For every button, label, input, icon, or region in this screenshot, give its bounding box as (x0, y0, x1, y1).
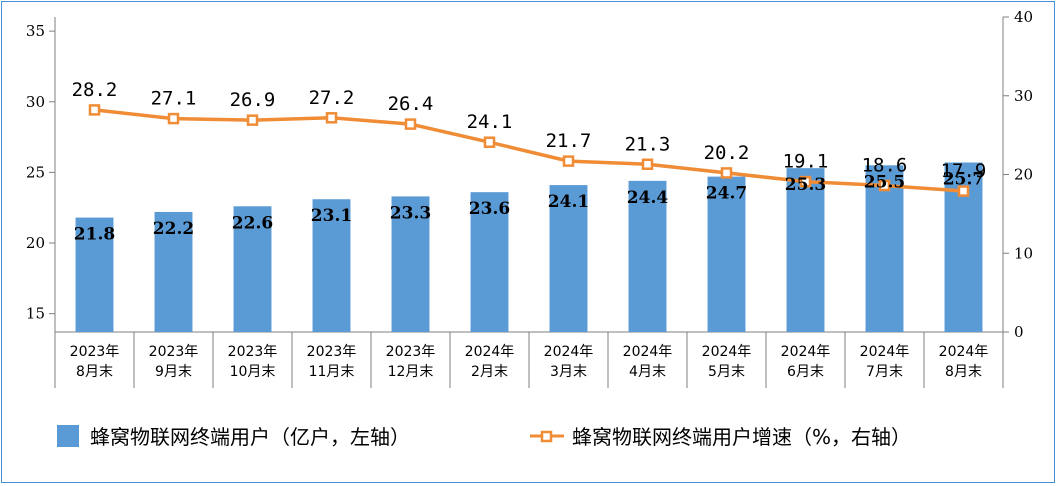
line-value-label: 17.9 (941, 160, 987, 182)
x-tick-label-year: 2023年 (228, 344, 278, 360)
line-point (483, 136, 496, 148)
bar-value-label: 24.7 (706, 184, 747, 204)
bar (233, 206, 272, 332)
line-point (720, 167, 733, 179)
left-axis-tick-label: 25 (26, 163, 45, 181)
x-tick-label-month: 2月末 (471, 364, 508, 380)
bar-series (75, 162, 983, 332)
legend-bar-swatch (57, 425, 79, 447)
bar-value-label: 24.1 (548, 192, 589, 212)
left-axis-tick-label: 15 (26, 305, 45, 323)
bar (312, 199, 351, 332)
x-tick-label-month: 3月末 (550, 364, 587, 380)
growth-line (94, 108, 964, 193)
x-tick-label-month: 11月末 (309, 364, 355, 380)
bar-value-label: 22.2 (153, 219, 194, 239)
legend-line-label: 蜂窝物联网终端用户增速（%，右轴） (572, 425, 911, 449)
bar-value-label: 23.1 (311, 206, 352, 226)
line-value-label: 21.3 (625, 133, 671, 155)
x-tick-label-month: 12月末 (388, 364, 434, 380)
x-tick-label-year: 2023年 (386, 344, 436, 360)
x-tick-label-year: 2024年 (465, 344, 515, 360)
x-tick-label-year: 2024年 (544, 344, 594, 360)
line-value-label: 27.2 (309, 87, 355, 109)
x-tick-label-year: 2023年 (307, 344, 357, 360)
bar (786, 168, 825, 332)
bar (549, 185, 588, 332)
bar-value-label: 25.5 (864, 172, 905, 192)
x-tick-label-month: 9月末 (155, 364, 192, 380)
line-value-label: 20.2 (704, 142, 750, 164)
bar-data-labels: 21.8 22.2 22.6 23.1 23.3 23.6 24.1 24.4 24.7 25.3… (74, 169, 984, 244)
x-tick-label-month: 8月末 (76, 364, 113, 380)
bar (470, 192, 509, 332)
line-point (404, 118, 417, 130)
bar-value-label: 21.8 (74, 225, 115, 245)
bar-value-label: 22.6 (232, 213, 273, 233)
line-series (88, 104, 970, 197)
x-axis-labels: 2023年 8月末 2023年 9月末 2023年 10月末 2023年 11月末 2023年 1… (70, 344, 989, 380)
right-axis-tick-label: 40 (1014, 8, 1033, 26)
x-tick-label-month: 4月末 (629, 364, 666, 380)
bar (75, 217, 114, 332)
bar-value-label: 23.3 (390, 203, 431, 223)
right-axis-tick-label: 0 (1014, 323, 1024, 341)
line-point (799, 175, 812, 188)
line-point (641, 158, 654, 171)
line-value-label: 24.1 (467, 111, 513, 133)
bar (865, 165, 904, 332)
line-value-label: 27.1 (151, 88, 197, 110)
line-data-labels: 28.2 27.1 26.9 27.2 26.4 24.1 21.7 21.3 20.2 19.1… (72, 79, 987, 182)
right-axis-tick-label: 20 (1014, 166, 1033, 184)
x-tick-label-month: 7月末 (866, 364, 903, 380)
line-point (88, 104, 101, 116)
axes: 15 20 25 30 35 0 10 20 30 40 (26, 8, 1033, 388)
line-value-label: 18.6 (862, 155, 908, 177)
x-tick-label-year: 2024年 (939, 344, 989, 360)
line-value-label: 26.4 (388, 93, 434, 115)
left-axis-tick-label: 35 (26, 22, 45, 40)
legend-bar-label: 蜂窝物联网终端用户（亿户，左轴） (90, 425, 410, 449)
bar (154, 211, 193, 332)
x-tick-label-year: 2023年 (70, 344, 120, 360)
right-axis-tick-label: 30 (1014, 87, 1033, 105)
line-value-label: 26.9 (230, 89, 276, 111)
bar-value-label: 24.4 (627, 188, 669, 208)
bar-value-label: 25.3 (785, 175, 826, 195)
bar-value-label: 23.6 (469, 199, 510, 219)
bar (628, 180, 667, 332)
line-value-label: 19.1 (783, 151, 829, 173)
x-tick-label-year: 2024年 (781, 344, 831, 360)
bar-value-label: 25.7 (943, 169, 984, 189)
bar (391, 196, 430, 332)
legend-line-marker (540, 430, 553, 443)
line-point (167, 112, 180, 125)
left-axis-tick-label: 30 (26, 93, 45, 111)
x-tick-label-month: 10月末 (230, 364, 276, 380)
bar (707, 176, 746, 332)
x-tick-label-month: 6月末 (787, 364, 824, 380)
x-tick-label-month: 8月末 (945, 364, 982, 380)
left-axis-tick-label: 20 (26, 234, 45, 252)
line-value-label: 21.7 (546, 130, 592, 152)
x-tick-label-year: 2024年 (702, 344, 752, 360)
line-point (878, 179, 891, 192)
x-tick-label-year: 2024年 (860, 344, 910, 360)
line-point (562, 155, 575, 167)
x-tick-label-month: 5月末 (708, 364, 745, 380)
right-axis-tick-label: 10 (1014, 244, 1033, 262)
x-tick-label-year: 2024年 (623, 344, 673, 360)
line-point (325, 112, 338, 124)
legend: 蜂窝物联网终端用户（亿户，左轴） 蜂窝物联网终端用户增速（%，右轴） (57, 425, 911, 449)
line-point (957, 185, 970, 197)
x-tick-label-year: 2023年 (149, 344, 199, 360)
line-point (246, 114, 259, 126)
line-value-label: 28.2 (72, 79, 118, 101)
